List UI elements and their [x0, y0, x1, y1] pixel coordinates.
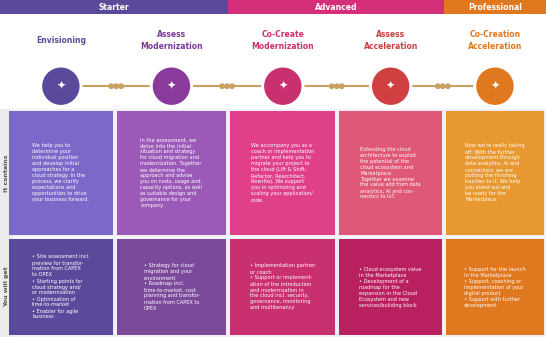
Text: Co-Creation
Acceleration: Co-Creation Acceleration [468, 30, 522, 51]
Text: ✦: ✦ [167, 81, 176, 91]
Circle shape [114, 84, 118, 88]
Text: Starter: Starter [99, 2, 129, 11]
Circle shape [335, 84, 339, 88]
Text: You will get: You will get [4, 267, 9, 307]
Circle shape [153, 68, 189, 104]
Text: ✦: ✦ [278, 81, 288, 91]
Text: Extending the cloud
architecture to exploit
the potential of the
cloud ecosystem: Extending the cloud architecture to expl… [360, 147, 421, 200]
Circle shape [151, 65, 192, 107]
Text: Now we're really taking
off. With the further
development through
data analytics: Now we're really taking off. With the fu… [465, 144, 525, 203]
Circle shape [265, 68, 301, 104]
Circle shape [441, 84, 445, 88]
Text: Advanced: Advanced [315, 2, 357, 11]
Text: We accompany you as a
coach or implementation
partner and help you to
migrate yo: We accompany you as a coach or implement… [251, 144, 314, 203]
Text: Professional: Professional [468, 2, 522, 11]
Text: • Cloud ecosystem value
in the Marketplace
• Development of a
roadmap for the
ex: • Cloud ecosystem value in the Marketpla… [359, 267, 422, 307]
Text: • Support for the launch
in the Marketplace
• Support, coaching or
implementatio: • Support for the launch in the Marketpl… [464, 267, 526, 307]
Text: We help you to
determine your
individual position
and develop initial
approaches: We help you to determine your individual… [32, 144, 90, 203]
Circle shape [40, 65, 82, 107]
Text: • Strategy for cloud
migration and your
environment
• Roadmap incl.
time-to-mark: • Strategy for cloud migration and your … [144, 264, 199, 310]
Circle shape [109, 84, 114, 88]
Text: • Implementation partner
or coach
• Support or implement-
ation of the introduct: • Implementation partner or coach • Supp… [250, 264, 316, 310]
Circle shape [119, 84, 123, 88]
Circle shape [262, 65, 304, 107]
Bar [0, 109, 13, 237]
Bar [117, 111, 226, 235]
Text: ✦: ✦ [490, 81, 500, 91]
Circle shape [340, 84, 344, 88]
Bar [446, 111, 544, 235]
Bar [0, 237, 13, 337]
Bar [0, 14, 546, 109]
Text: ✦: ✦ [56, 81, 66, 91]
Bar [230, 111, 335, 235]
Circle shape [230, 84, 234, 88]
Bar [444, 0, 546, 14]
Circle shape [474, 65, 516, 107]
Text: Co-Create
Modernization: Co-Create Modernization [252, 30, 314, 51]
Text: Assess
Acceleration: Assess Acceleration [364, 30, 418, 51]
Bar [340, 111, 442, 235]
Text: Assess
Modernization: Assess Modernization [140, 30, 203, 51]
Circle shape [330, 84, 334, 88]
Bar [9, 111, 112, 235]
Bar [117, 239, 226, 335]
Text: It contains: It contains [4, 154, 9, 192]
Circle shape [370, 65, 412, 107]
Circle shape [225, 84, 229, 88]
Bar [9, 239, 112, 335]
Circle shape [436, 84, 440, 88]
Bar [446, 239, 544, 335]
Text: Envisioning: Envisioning [36, 36, 86, 45]
Circle shape [220, 84, 224, 88]
Bar [230, 239, 335, 335]
Text: ✦: ✦ [386, 81, 395, 91]
Bar [228, 0, 444, 14]
Circle shape [446, 84, 450, 88]
Circle shape [43, 68, 79, 104]
Bar [340, 239, 442, 335]
Text: • Site assessment incl.
preview for transfor-
mation from CAPEX
to OPEX
• Starti: • Site assessment incl. preview for tran… [32, 254, 90, 319]
Circle shape [373, 68, 408, 104]
Circle shape [477, 68, 513, 104]
Text: In the assessment, we
delve into the initial
situation and strategy
for cloud mi: In the assessment, we delve into the ini… [140, 137, 203, 209]
Bar [0, 0, 228, 14]
